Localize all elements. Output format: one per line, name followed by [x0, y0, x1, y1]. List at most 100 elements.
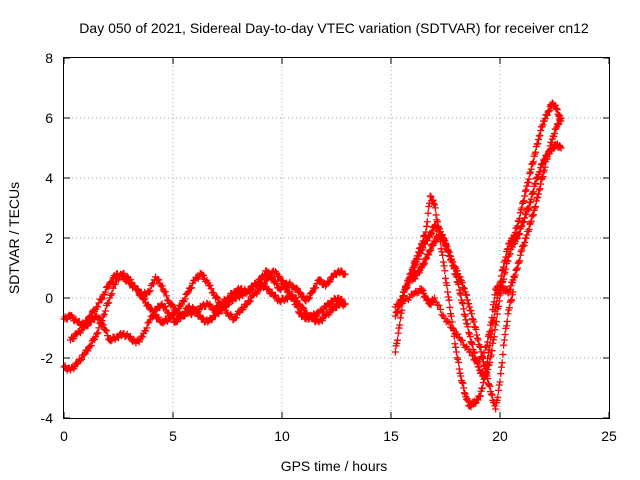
data-point-marker	[500, 275, 508, 283]
data-point-marker	[404, 279, 412, 287]
data-point-marker	[443, 281, 451, 289]
data-point-marker	[499, 350, 507, 358]
data-point-marker	[161, 303, 169, 311]
y-tick-label: -4	[41, 410, 54, 426]
data-point-marker	[76, 357, 84, 365]
data-point-marker	[422, 255, 430, 263]
data-point-marker	[444, 293, 452, 301]
data-point-marker	[455, 365, 463, 373]
data-point-marker	[460, 310, 468, 318]
data-point-marker	[511, 271, 519, 279]
data-point-marker	[417, 249, 425, 257]
data-point-marker	[192, 306, 200, 314]
data-point-marker	[99, 321, 107, 329]
data-point-marker	[464, 323, 472, 331]
axis-ticks: 0 5 10 15 20 25 -4 -2 0 2 4 6 8	[41, 50, 617, 444]
data-point-marker	[551, 101, 559, 109]
data-point-marker	[525, 225, 533, 233]
data-point-marker	[427, 246, 435, 254]
data-point-marker	[554, 121, 562, 129]
data-point-marker	[487, 318, 495, 326]
data-point-marker	[81, 350, 89, 358]
data-point-marker	[551, 130, 558, 138]
data-point-marker	[181, 295, 189, 303]
data-point-marker	[405, 278, 413, 286]
data-point-marker	[484, 338, 492, 346]
data-point-marker	[411, 275, 419, 283]
data-point-marker	[402, 285, 410, 293]
data-point-marker	[395, 324, 403, 332]
data-point-marker	[420, 259, 428, 267]
data-point-marker	[477, 348, 485, 356]
data-point-marker	[93, 330, 101, 338]
data-point-marker	[412, 271, 420, 279]
data-point-marker	[479, 354, 487, 362]
data-point-marker	[394, 329, 402, 337]
data-point-marker	[312, 284, 320, 292]
data-point-marker	[396, 302, 404, 310]
data-point-marker	[496, 378, 504, 386]
data-point-marker	[325, 278, 333, 286]
data-point-marker	[557, 144, 565, 152]
data-point-marker	[277, 286, 285, 294]
data-point-marker	[454, 330, 462, 338]
data-point-marker	[439, 258, 447, 266]
data-point-marker	[455, 286, 463, 294]
data-point-marker	[473, 331, 481, 339]
data-point-marker	[263, 276, 271, 284]
data-point-marker	[428, 227, 436, 235]
data-point-marker	[467, 306, 475, 314]
data-point-marker	[541, 163, 549, 171]
data-point-marker	[423, 218, 431, 226]
data-point-marker	[526, 169, 534, 177]
data-point-marker	[271, 268, 279, 276]
data-point-marker	[505, 304, 513, 312]
data-point-marker	[138, 333, 146, 341]
data-point-marker	[169, 302, 177, 310]
data-point-marker	[503, 317, 511, 325]
data-point-marker	[439, 251, 447, 259]
data-point-marker	[341, 300, 349, 308]
data-point-marker	[95, 314, 103, 322]
data-point-marker	[143, 324, 151, 332]
data-point-marker	[94, 329, 102, 337]
data-point-marker	[207, 285, 215, 293]
data-point-marker	[545, 107, 553, 115]
data-point-marker	[326, 278, 334, 286]
data-point-marker	[137, 291, 145, 299]
data-point-marker	[429, 196, 437, 204]
data-point-marker	[537, 127, 545, 135]
data-point-marker	[297, 289, 305, 297]
data-point-marker	[521, 238, 529, 246]
x-tick-label: 25	[601, 428, 617, 444]
data-point-marker	[292, 284, 300, 292]
data-point-marker	[393, 308, 401, 316]
data-point-marker	[449, 325, 457, 333]
data-point-marker	[83, 322, 91, 330]
data-point-marker	[188, 284, 196, 292]
data-point-marker	[168, 312, 176, 320]
data-point-marker	[104, 332, 112, 340]
data-point-marker	[453, 354, 461, 362]
data-point-marker	[468, 352, 476, 360]
data-point-marker	[126, 332, 134, 340]
data-point-marker	[487, 321, 495, 329]
data-point-marker	[135, 338, 143, 346]
data-point-marker	[309, 288, 317, 296]
data-point-marker	[522, 186, 530, 194]
data-point-marker	[279, 277, 287, 285]
data-point-marker	[529, 211, 537, 219]
data-point-marker	[493, 310, 501, 318]
data-point-marker	[468, 315, 476, 323]
data-point-marker	[448, 324, 456, 332]
data-point-marker	[503, 322, 511, 330]
data-point-marker	[426, 247, 434, 255]
data-point-marker	[445, 318, 453, 326]
data-point-marker	[528, 212, 536, 220]
data-point-marker	[463, 320, 471, 328]
data-point-marker	[532, 179, 540, 187]
data-point-marker	[507, 282, 515, 290]
data-point-marker	[465, 328, 473, 336]
data-point-marker	[198, 314, 206, 322]
data-point-marker	[155, 313, 163, 321]
